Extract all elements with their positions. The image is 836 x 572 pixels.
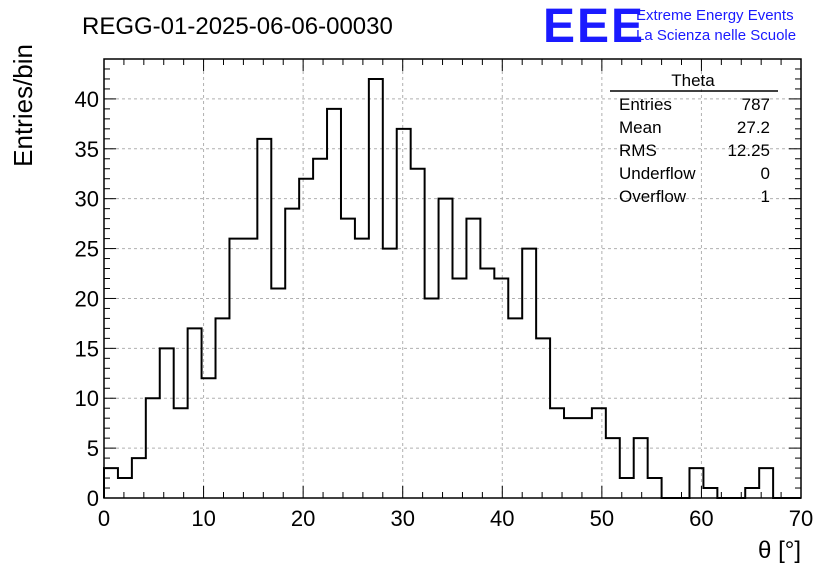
histogram-bin bbox=[648, 478, 662, 498]
histogram-bins bbox=[103, 77, 801, 499]
x-tick-label: 70 bbox=[789, 506, 813, 531]
histogram-bin bbox=[104, 468, 118, 498]
x-tick-label: 0 bbox=[98, 506, 110, 531]
y-tick-label: 40 bbox=[75, 87, 99, 112]
stats-value: 12.25 bbox=[727, 141, 770, 160]
y-tick-label: 25 bbox=[75, 237, 99, 262]
y-tick-label: 15 bbox=[75, 336, 99, 361]
histogram-bin bbox=[160, 348, 174, 498]
stats-label: Overflow bbox=[619, 187, 687, 206]
histogram-bin bbox=[383, 249, 397, 498]
histogram-bin bbox=[243, 239, 257, 498]
histogram-bin bbox=[369, 79, 383, 498]
y-tick-label: 10 bbox=[75, 386, 99, 411]
stats-value: 27.2 bbox=[737, 118, 770, 137]
histogram-bin bbox=[536, 338, 550, 498]
stats-title: Theta bbox=[671, 71, 715, 90]
histogram-bin bbox=[703, 488, 717, 498]
histogram-bin bbox=[453, 279, 467, 499]
histogram-bin bbox=[480, 269, 494, 498]
y-axis-label: Entries/bin bbox=[8, 44, 38, 167]
stats-value: 1 bbox=[761, 187, 770, 206]
histogram-bin bbox=[634, 438, 648, 498]
x-tick-label: 40 bbox=[490, 506, 514, 531]
histogram-bin bbox=[257, 139, 271, 498]
histogram-bin bbox=[271, 288, 285, 498]
histogram-bin bbox=[146, 398, 160, 498]
stats-value: 787 bbox=[742, 95, 770, 114]
chart-title: REGG-01-2025-06-06-00030 bbox=[82, 13, 393, 40]
histogram-bin bbox=[118, 478, 132, 498]
histogram-bin bbox=[439, 199, 453, 498]
x-tick-label: 60 bbox=[689, 506, 713, 531]
y-tick-label: 0 bbox=[87, 486, 99, 511]
histogram-bin bbox=[606, 438, 620, 498]
histogram-bin bbox=[397, 129, 411, 498]
histogram-bin bbox=[229, 239, 243, 498]
stats-label: Entries bbox=[619, 95, 672, 114]
x-tick-label: 20 bbox=[291, 506, 315, 531]
histogram-bin bbox=[550, 408, 564, 498]
stats-label: RMS bbox=[619, 141, 657, 160]
histogram-bin bbox=[592, 408, 606, 498]
y-tick-label: 30 bbox=[75, 187, 99, 212]
logo-line-2: La Scienza nelle Scuole bbox=[636, 27, 796, 44]
histogram-bin bbox=[745, 488, 759, 498]
x-tick-label: 50 bbox=[590, 506, 614, 531]
y-tick-label: 20 bbox=[75, 286, 99, 311]
histogram-bin bbox=[285, 209, 299, 498]
y-tick-label: 5 bbox=[87, 436, 99, 461]
logo-line-1: Extreme Energy Events bbox=[636, 7, 794, 24]
histogram-bin bbox=[188, 328, 202, 498]
histogram-bin bbox=[299, 179, 313, 498]
x-tick-label: 10 bbox=[191, 506, 215, 531]
stats-value: 0 bbox=[761, 164, 770, 183]
histogram-bin bbox=[522, 249, 536, 498]
x-tick-label: 30 bbox=[390, 506, 414, 531]
stats-label: Underflow bbox=[619, 164, 696, 183]
histogram-bin bbox=[355, 239, 369, 498]
histogram-bin bbox=[578, 418, 592, 498]
y-tick-label: 35 bbox=[75, 137, 99, 162]
histogram-bin bbox=[216, 318, 230, 498]
x-axis-label: θ [°] bbox=[758, 537, 801, 564]
eee-logo: EEE bbox=[543, 0, 645, 53]
histogram-bin bbox=[494, 279, 508, 499]
histogram-bin bbox=[327, 109, 341, 498]
histogram-bin bbox=[564, 418, 578, 498]
stats-box: Theta Entries 787 Mean 27.2 RMS 12.25 Underflo… bbox=[610, 71, 778, 206]
stats-label: Mean bbox=[619, 118, 662, 137]
histogram-bin bbox=[508, 318, 522, 498]
histogram-bin bbox=[341, 219, 355, 498]
stats-rows: Entries 787 Mean 27.2 RMS 12.25 Underflow 0 Over… bbox=[619, 95, 770, 206]
histogram-bin bbox=[425, 298, 439, 498]
histogram-bin bbox=[313, 159, 327, 498]
histogram-bin bbox=[174, 408, 188, 498]
histogram-bin bbox=[466, 219, 480, 498]
histogram-bin bbox=[411, 169, 425, 498]
histogram-bin bbox=[202, 378, 216, 498]
axis-ticks bbox=[103, 58, 802, 499]
